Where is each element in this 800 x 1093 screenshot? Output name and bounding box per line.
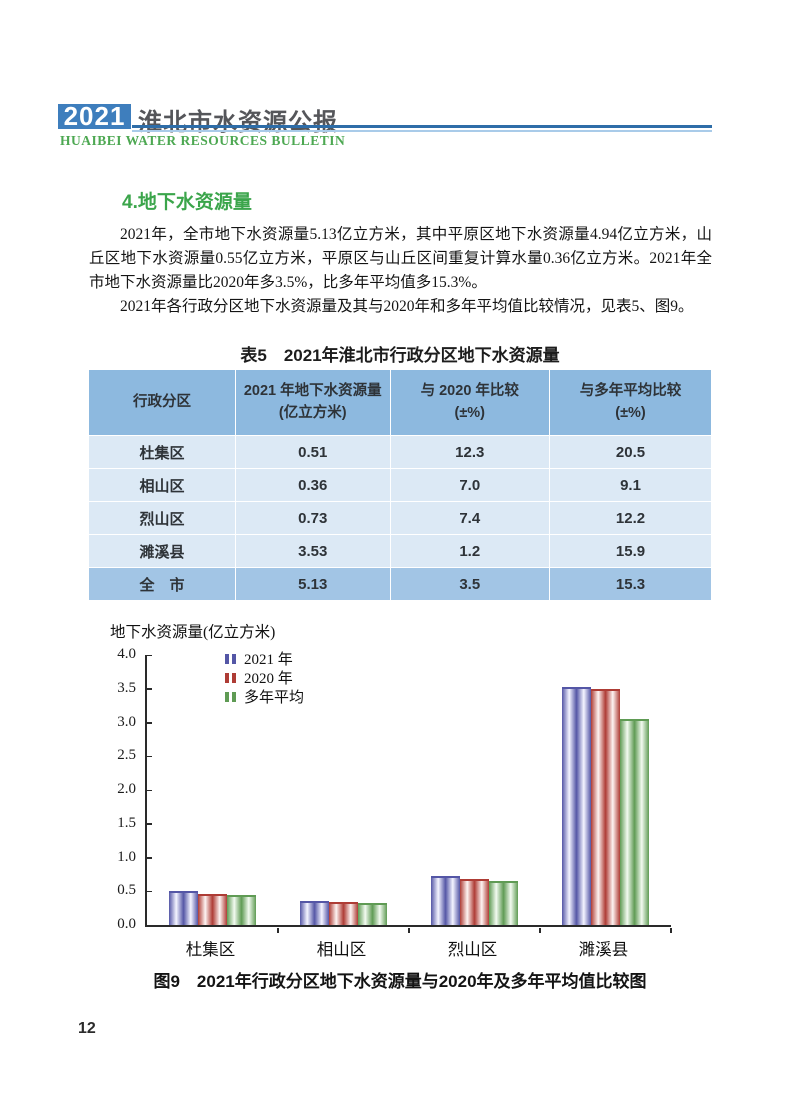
- table-cell: 濉溪县: [87, 534, 237, 568]
- category-label: 烈山区: [447, 940, 498, 959]
- table-cell: 0.36: [235, 468, 391, 502]
- table-header-cell: 2021 年地下水资源量 (亿立方米): [235, 369, 391, 436]
- legend-item: 多年平均: [225, 687, 304, 706]
- y-tick: [147, 688, 152, 690]
- chart-bar: [489, 881, 518, 925]
- y-tick: [147, 890, 152, 893]
- legend-marker-icon: [225, 691, 238, 702]
- chart-bar: [591, 689, 620, 925]
- chart-plot-area: 2021 年 2020 年多年平均: [145, 652, 672, 933]
- table-cell: 15.3: [549, 567, 712, 601]
- chart-bar: [431, 875, 460, 925]
- body-text: 2021年，全市地下水资源量5.13亿立方米，其中平原区地下水资源量4.94亿立…: [89, 223, 712, 319]
- y-tick: [147, 654, 152, 656]
- chart-bar: [300, 900, 329, 925]
- y-tick-label: 1.0: [117, 848, 136, 865]
- legend-item: 2021 年: [225, 649, 304, 668]
- y-tick-label: 3.5: [117, 679, 136, 696]
- chart-bar: [329, 902, 358, 925]
- category-label: 杜集区: [185, 940, 236, 959]
- table-cell: 3.5: [389, 567, 551, 601]
- table-cell: 1.2: [389, 534, 551, 568]
- y-tick: [147, 755, 152, 758]
- legend-marker-icon: [225, 653, 238, 664]
- table-cell: 杜集区: [87, 435, 237, 469]
- legend-label: 2021 年: [244, 652, 293, 668]
- y-tick: [147, 722, 152, 724]
- table-cell: 5.13: [235, 567, 391, 601]
- table-title: 表5 2021年淮北市行政分区地下水资源量: [240, 346, 560, 365]
- x-tick: [277, 928, 279, 933]
- chart-bar: [169, 890, 198, 925]
- table-total-row: 全 市 5.13 3.5 15.3: [87, 567, 712, 601]
- table-cell: 0.73: [235, 501, 391, 535]
- chart-bar: [358, 902, 387, 925]
- table-header-row: 行政分区 2021 年地下水资源量 (亿立方米) 与 2020 年比较 (±%) 与多…: [87, 369, 712, 436]
- x-tick: [408, 928, 410, 933]
- table-cell: 0.51: [235, 435, 391, 469]
- figure-caption: 图9 2021年行政分区地下水资源量与2020年及多年平均值比较图: [153, 972, 647, 991]
- y-tick-label: 0.5: [117, 882, 136, 899]
- page-number: 12: [78, 1020, 96, 1037]
- bulletin-title: 淮北市水资源公报: [138, 110, 338, 136]
- table-row: 相山区 0.36 7.0 9.1: [87, 468, 712, 502]
- header-rule-light: [132, 130, 712, 132]
- legend-marker-icon: [225, 672, 238, 683]
- chart-bar: [227, 895, 256, 925]
- chart-bar: [562, 686, 591, 925]
- table-cell: 9.1: [549, 468, 712, 502]
- table-header-cell: 与 2020 年比较 (±%): [389, 369, 551, 436]
- table-header-cell: 与多年平均比较 (±%): [549, 369, 712, 436]
- groundwater-table: 行政分区 2021 年地下水资源量 (亿立方米) 与 2020 年比较 (±%) 与多…: [87, 369, 712, 601]
- legend-item: 2020 年: [225, 668, 304, 687]
- table-cell: 20.5: [549, 435, 712, 469]
- bar-group: [169, 655, 256, 925]
- y-tick: [147, 823, 152, 825]
- header-rule-dark: [132, 125, 712, 128]
- y-tick-label: 0.0: [117, 916, 136, 932]
- bar-group: [431, 655, 518, 925]
- bulletin-subtitle: HUAIBEI WATER RESOURCES BULLETIN: [60, 133, 346, 148]
- table-row: 濉溪县 3.53 1.2 15.9: [87, 534, 712, 568]
- chart-y-axis-label: 地下水资源量(亿立方米): [110, 624, 276, 641]
- y-tick-label: 2.5: [117, 747, 136, 764]
- chart-figure9: 地下水资源量(亿立方米) 2021 年 2020 年多年平均 0.0 0.5 1.0 1…: [0, 612, 800, 964]
- year-badge: 2021: [58, 103, 131, 129]
- legend-label: 多年平均: [244, 690, 305, 706]
- chart-bar: [620, 719, 649, 925]
- table-cell: 7.4: [389, 501, 551, 535]
- table-cell: 相山区: [87, 468, 237, 502]
- category-label: 相山区: [316, 940, 367, 959]
- chart-bar: [198, 893, 227, 925]
- y-tick-label: 3.0: [117, 713, 136, 730]
- table-cell: 12.3: [389, 435, 551, 469]
- paragraph-1: 2021年，全市地下水资源量5.13亿立方米，其中平原区地下水资源量4.94亿立…: [89, 226, 712, 291]
- y-tick: [147, 789, 152, 791]
- table-cell: 3.53: [235, 534, 391, 568]
- table-row: 杜集区 0.51 12.3 20.5: [87, 435, 712, 469]
- table-header-cell: 行政分区: [87, 369, 237, 436]
- table-cell: 烈山区: [87, 501, 237, 535]
- legend-label: 2020 年: [244, 671, 293, 687]
- y-tick-label: 1.5: [117, 814, 136, 831]
- table-cell: 全 市: [87, 567, 237, 601]
- chart-bar: [460, 879, 489, 925]
- table-row: 烈山区 0.73 7.4 12.2: [87, 501, 712, 535]
- y-tick-label: 2.0: [117, 781, 136, 797]
- category-label: 濉溪县: [578, 940, 629, 959]
- x-tick: [539, 928, 541, 933]
- y-tick-label: 4.0: [117, 646, 136, 662]
- table-cell: 12.2: [549, 501, 712, 535]
- chart-legend: 2021 年 2020 年多年平均: [225, 649, 304, 706]
- table-cell: 15.9: [549, 534, 712, 568]
- bar-group: [562, 655, 649, 925]
- x-tick: [670, 928, 672, 933]
- table-cell: 7.0: [389, 468, 551, 502]
- y-tick: [147, 857, 152, 859]
- section-heading: 4.地下水资源量: [122, 192, 252, 213]
- bar-group: [300, 655, 387, 925]
- paragraph-2: 2021年各行政分区地下水资源量及其与2020年和多年平均值比较情况，见表5、图…: [120, 298, 694, 315]
